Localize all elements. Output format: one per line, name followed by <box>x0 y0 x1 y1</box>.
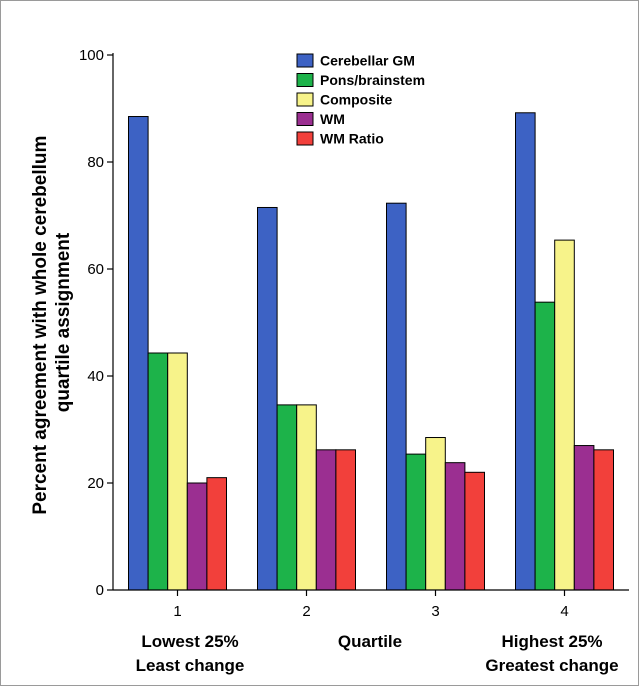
x-tick-label-2: 2 <box>302 603 310 620</box>
legend-label-composite: Composite <box>320 92 393 108</box>
bar-composite-1 <box>167 352 188 591</box>
legend-swatch-cerebellar-gm <box>296 53 314 68</box>
y-axis-title-line-1: Percent agreement with whole cerebellum <box>30 136 51 515</box>
bar-composite-3 <box>425 437 446 591</box>
bar-wm-ratio-2 <box>335 449 356 591</box>
bar-cerebellar-gm-2 <box>257 206 278 591</box>
category-note-lowest-line-2: Least change <box>136 656 245 675</box>
legend-swatch-pons-brainstem <box>296 73 314 87</box>
y-tick-label-60: 60 <box>87 261 104 278</box>
category-notes: Lowest 25% Least change Quartile Highest… <box>136 632 619 675</box>
bar-pons-brainstem-4 <box>534 301 556 591</box>
x-tick-label-4: 4 <box>560 603 568 620</box>
y-tick-label-80: 80 <box>87 154 104 171</box>
category-note-highest-line-2: Greatest change <box>485 656 618 675</box>
bar-wm-1 <box>186 482 208 591</box>
plot-area <box>128 112 615 591</box>
category-note-middle: Quartile <box>338 632 402 651</box>
bar-wm-ratio-3 <box>464 471 485 591</box>
bar-cerebellar-gm-1 <box>128 116 149 591</box>
y-axis-title: Percent agreement with whole cerebellum … <box>30 130 74 514</box>
legend-label-pons-brainstem: Pons/brainstem <box>320 72 425 88</box>
bar-wm-2 <box>315 449 337 591</box>
y-tick-label-100: 100 <box>79 47 104 64</box>
x-tick-label-3: 3 <box>431 603 439 620</box>
bar-wm-4 <box>573 445 595 591</box>
x-tick-label-1: 1 <box>173 603 181 620</box>
category-note-lowest-line-1: Lowest 25% <box>141 632 238 651</box>
y-axis-title-line-2: quartile assignment <box>53 232 74 412</box>
y-tick-label-20: 20 <box>87 475 104 492</box>
bar-wm-ratio-4 <box>593 449 615 591</box>
bar-pons-brainstem-1 <box>147 352 169 591</box>
legend-swatch-composite <box>296 92 314 107</box>
bar-composite-2 <box>296 404 317 591</box>
bar-composite-4 <box>554 239 575 591</box>
bar-wm-3 <box>444 462 466 591</box>
y-tick-label-0: 0 <box>96 582 104 599</box>
bar-cerebellar-gm-4 <box>515 112 536 591</box>
legend-swatch-wm <box>296 112 314 126</box>
legend-swatch-wm-ratio <box>296 131 314 146</box>
legend: Cerebellar GM Pons/brainstem Composite WM WM… <box>296 53 425 147</box>
y-axis: 0 20 40 60 80 100 <box>79 47 114 599</box>
y-tick-label-40: 40 <box>87 368 104 385</box>
legend-label-wm-ratio: WM Ratio <box>320 131 384 147</box>
x-axis: 1 2 3 4 <box>113 589 629 620</box>
category-note-highest-line-1: Highest 25% <box>501 632 602 651</box>
bar-cerebellar-gm-3 <box>386 202 407 591</box>
bar-pons-brainstem-3 <box>405 453 427 591</box>
bar-wm-ratio-1 <box>206 477 227 591</box>
legend-label-cerebellar-gm: Cerebellar GM <box>320 53 415 69</box>
legend-label-wm: WM <box>320 111 345 127</box>
bar-pons-brainstem-2 <box>276 404 298 591</box>
